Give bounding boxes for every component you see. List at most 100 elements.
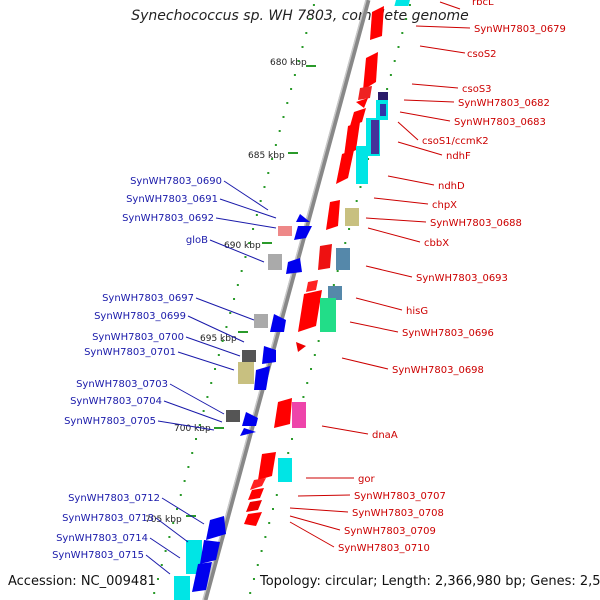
left-label-group: SynWH7803_0690 SynWH7803_0691 SynWH7803_06… xyxy=(52,176,277,575)
gene-label-left: gloB xyxy=(186,235,208,246)
gene-red xyxy=(248,488,264,500)
gene-red xyxy=(370,6,384,40)
scale-dot xyxy=(393,60,396,62)
gene-label-right: SynWH7803_0688 xyxy=(430,218,522,229)
gene-cyan-top xyxy=(394,0,410,6)
gene-purple xyxy=(378,92,388,102)
scale-dot xyxy=(252,228,255,230)
gene-red xyxy=(363,52,378,90)
gene-red xyxy=(250,478,266,490)
scale-dot xyxy=(256,564,259,566)
scale-dot xyxy=(217,354,220,356)
scale-dot xyxy=(267,172,270,174)
gene-red xyxy=(296,342,306,352)
gene-label-right: ndhF xyxy=(446,151,471,162)
scale-dot xyxy=(244,256,247,258)
gene-label-right: SynWH7803_0693 xyxy=(416,273,508,284)
gene-blue xyxy=(294,226,312,240)
topology-text: Topology: circular; Length: 2,366,980 bp… xyxy=(260,574,600,589)
gene-dark-grey xyxy=(242,350,256,362)
kbp-label: 695 kbp xyxy=(200,334,237,344)
scale-dot xyxy=(156,578,159,580)
scale-dot xyxy=(312,4,315,6)
left-label-leader xyxy=(223,180,269,211)
scale-dot xyxy=(255,214,258,216)
gene-label-right: SynWH7803_0682 xyxy=(458,98,550,109)
scale-dot xyxy=(252,578,255,580)
gene-label-left: SynWH7803_0714 xyxy=(56,533,148,544)
scale-dot xyxy=(153,592,156,594)
gene-blue xyxy=(192,562,212,592)
left-label-leader xyxy=(177,351,235,371)
scale-dot xyxy=(401,32,404,34)
left-label-leader xyxy=(187,315,245,343)
gene-red xyxy=(258,452,276,480)
gene-blue xyxy=(296,214,310,222)
right-label-leader xyxy=(321,425,369,435)
right-label-leader xyxy=(419,45,466,54)
scale-dot xyxy=(397,46,400,48)
gene-purple xyxy=(371,120,379,154)
kbp-label: 685 kbp xyxy=(248,151,285,161)
gene-label-left: SynWH7803_0700 xyxy=(92,332,184,343)
scale-dot xyxy=(225,326,228,328)
left-label-leader xyxy=(219,198,277,219)
gene-label-left: SynWH7803_0705 xyxy=(64,416,156,427)
gene-blue xyxy=(270,314,286,332)
gene-cyan xyxy=(278,458,292,482)
scale-dot xyxy=(195,438,198,440)
scale-dot xyxy=(260,550,263,552)
genome-backbone xyxy=(202,0,371,600)
left-label-leader xyxy=(161,497,205,525)
right-label-leader xyxy=(399,111,451,122)
scale-dot xyxy=(168,536,171,538)
gene-blue xyxy=(206,516,226,540)
gene-label-right: SynWH7803_0683 xyxy=(454,117,546,128)
scale-dot xyxy=(301,46,304,48)
kbp-scale: 680 kbp 685 kbp 690 kbp 695 kbp 700 kbp … xyxy=(145,58,316,525)
gene-green xyxy=(320,298,336,332)
scale-dot xyxy=(317,340,320,342)
gene-label-right: SynWH7803_0707 xyxy=(354,491,446,502)
scale-dot xyxy=(344,242,347,244)
scale-dot xyxy=(286,102,289,104)
gene-label-left: SynWH7803_0701 xyxy=(84,347,176,358)
gene-label-right: SynWH7803_0679 xyxy=(474,24,566,35)
scale-dot xyxy=(306,382,309,384)
scale-dot xyxy=(164,550,167,552)
right-label-leader xyxy=(397,141,443,156)
scale-dot xyxy=(302,396,305,398)
scale-dot xyxy=(386,88,389,90)
scale-dot xyxy=(293,74,296,76)
right-label-leader xyxy=(297,494,351,497)
map-title: Synechococcus sp. WH 7803, complete geno… xyxy=(131,8,469,24)
scale-dot xyxy=(348,228,351,230)
gene-steel xyxy=(328,286,342,300)
kbp-label: 705 kbp xyxy=(145,515,182,525)
scale-dot xyxy=(263,186,266,188)
gene-red xyxy=(244,512,262,526)
gene-blue xyxy=(242,412,258,426)
scale-dot xyxy=(160,564,163,566)
scale-dot xyxy=(264,536,267,538)
gene-red xyxy=(318,244,332,270)
gene-steel xyxy=(336,248,350,270)
kbp-label: 700 kbp xyxy=(174,424,211,434)
gene-red xyxy=(358,86,372,100)
gene-label-left: SynWH7803_0691 xyxy=(126,194,218,205)
gene-label-left: SynWH7803_0692 xyxy=(122,213,214,224)
gene-cyan xyxy=(174,576,190,600)
gene-label-right: cbbX xyxy=(424,238,449,249)
scale-dot xyxy=(259,200,262,202)
scale-dot xyxy=(233,298,236,300)
right-label-leader xyxy=(439,1,461,10)
gene-label-right: SynWH7803_0698 xyxy=(392,365,484,376)
gene-red xyxy=(274,398,292,428)
right-label-leader xyxy=(289,515,341,531)
scale-dot xyxy=(305,32,308,34)
left-label-leader xyxy=(149,537,181,559)
gene-label-right: SynWH7803_0708 xyxy=(352,508,444,519)
gene-label-right: csoS3 xyxy=(462,84,492,95)
gene-red xyxy=(336,150,354,184)
